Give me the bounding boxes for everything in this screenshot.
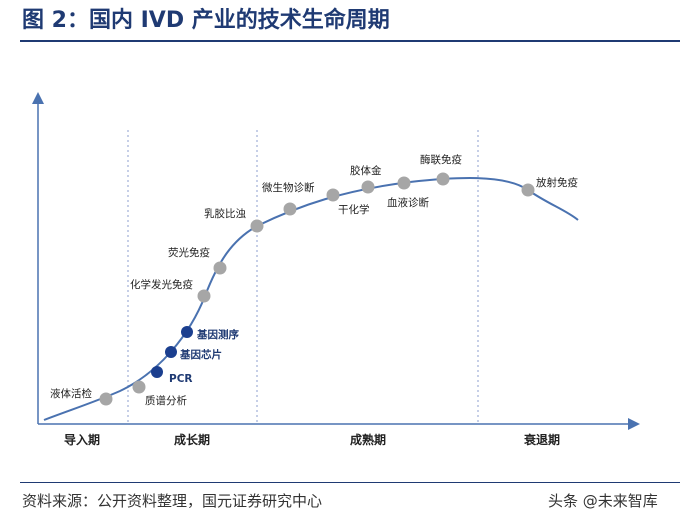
technology-point <box>181 326 193 338</box>
technology-point <box>213 261 227 275</box>
technology-point <box>436 172 450 186</box>
technology-point <box>197 289 211 303</box>
page-title: 图 2：国内 IVD 产业的技术生命周期 <box>22 8 390 33</box>
phase-label: 成熟期 <box>350 432 386 447</box>
technology-point <box>326 188 340 202</box>
technology-point <box>165 346 177 358</box>
technology-label: 基因测序 <box>196 328 239 341</box>
footer-divider <box>20 482 680 483</box>
technology-point <box>397 176 411 190</box>
technology-label: 化学发光免疫 <box>130 278 193 291</box>
lifecycle-curve <box>43 177 579 421</box>
technology-point <box>521 183 535 197</box>
technology-label: 荧光免疫 <box>168 246 210 259</box>
technology-label: 血液诊断 <box>387 196 429 209</box>
technology-label: 放射免疫 <box>536 176 578 189</box>
technology-point <box>99 392 113 406</box>
technology-point <box>132 380 146 394</box>
phase-label: 衰退期 <box>523 432 560 447</box>
technology-point <box>151 366 163 378</box>
technology-point <box>250 219 264 233</box>
phase-label: 成长期 <box>174 432 210 447</box>
technology-point <box>283 202 297 216</box>
phase-label: 导入期 <box>64 432 100 447</box>
technology-label: 基因芯片 <box>179 348 222 361</box>
technology-label: 微生物诊断 <box>262 181 315 194</box>
source-note: 资料来源：公开资料整理，国元证券研究中心 <box>22 492 323 510</box>
technology-label: PCR <box>169 373 193 385</box>
technology-label: 液体活检 <box>50 387 92 400</box>
technology-label: 乳胶比浊 <box>204 207 246 220</box>
technology-label: 质谱分析 <box>145 394 187 407</box>
technology-label: 干化学 <box>338 203 370 216</box>
technology-label: 胶体金 <box>350 164 382 177</box>
watermark: 头条 @未来智库 <box>548 492 658 510</box>
technology-point <box>361 180 375 194</box>
title-divider <box>20 40 680 42</box>
technology-label: 酶联免疫 <box>420 153 462 166</box>
